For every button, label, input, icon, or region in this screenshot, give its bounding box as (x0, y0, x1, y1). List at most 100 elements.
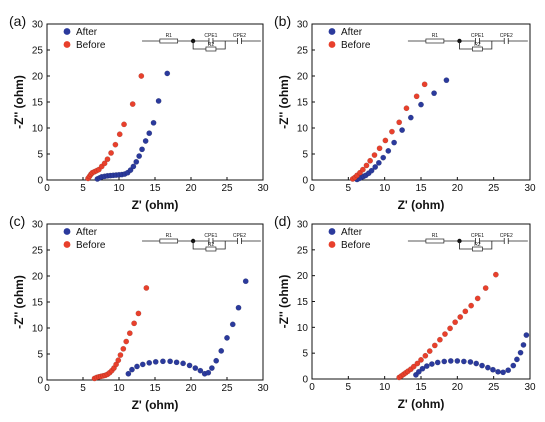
equivalent-circuit: R1 CPE1 CPE2 R2 (142, 33, 261, 52)
x-tick-label: 5 (80, 183, 86, 194)
y-tick-label: 20 (297, 72, 309, 83)
y-tick-label: 15 (32, 298, 44, 309)
y-tick-label: 0 (37, 176, 43, 187)
data-point-before (426, 348, 433, 354)
circuit-wire (215, 41, 226, 50)
data-point-after (192, 365, 199, 371)
y-tick-label: 30 (297, 220, 309, 231)
data-point-before (121, 121, 127, 128)
legend-marker (63, 241, 71, 248)
data-point-after (495, 368, 501, 375)
series-before (349, 81, 428, 182)
y-tick-label: 30 (297, 20, 309, 31)
data-point-after (454, 358, 461, 364)
y-tick-label: 10 (297, 124, 309, 135)
data-point-before (115, 357, 122, 364)
data-point-before (389, 128, 395, 135)
x-axis-label: Z' (ohm) (132, 398, 179, 412)
x-tick-label: 25 (488, 183, 500, 194)
data-point-after (139, 361, 146, 368)
y-tick-label: 15 (32, 98, 44, 109)
circuit-label-r1: R1 (166, 33, 173, 39)
data-point-after (443, 77, 450, 84)
data-point-before (117, 352, 124, 358)
data-point-after (133, 158, 140, 165)
data-point-before (447, 325, 453, 332)
data-point-after (460, 358, 467, 365)
data-point-after (517, 349, 524, 356)
y-tick-label: 20 (32, 72, 44, 83)
x-tick-label: 5 (346, 183, 352, 194)
circuit-wire (192, 41, 206, 50)
data-point-after (391, 139, 398, 146)
data-point-after (380, 154, 387, 161)
series-after (354, 77, 450, 183)
circuit-label-r2: R2 (474, 42, 481, 48)
data-point-after (520, 341, 527, 348)
circuit-label-cpe1: CPE1 (471, 233, 484, 239)
data-point-after (375, 159, 382, 166)
data-point-before (492, 271, 499, 278)
y-tick-label: 10 (32, 324, 44, 335)
data-point-before (396, 119, 403, 126)
circuit-wire (482, 241, 493, 250)
data-point-before (123, 338, 130, 345)
data-point-after (186, 362, 193, 369)
data-point-before (138, 73, 145, 79)
data-point-after (399, 127, 406, 133)
panel-c: 0 5 10 15 20 25 30 0 5 10 15 20 25 30 Z' (ohm) -Z'' (oh… (9, 213, 269, 412)
data-point-after (167, 358, 174, 365)
x-tick-label: 0 (309, 382, 315, 393)
data-point-after (134, 363, 140, 370)
data-point-after (242, 278, 249, 285)
x-tick-label: 25 (488, 382, 500, 393)
equivalent-circuit: R1 CPE1 CPE2 R2 (142, 233, 261, 252)
y-tick-label: 15 (297, 297, 309, 308)
x-tick-label: 15 (415, 183, 427, 194)
x-tick-label: 15 (149, 183, 161, 194)
legend-marker (63, 228, 71, 235)
panel-label: (d) (274, 213, 291, 229)
data-point-before (422, 352, 429, 359)
data-point-before (112, 141, 119, 148)
x-tick-label: 5 (80, 383, 86, 394)
data-point-after (155, 98, 162, 104)
x-tick-label: 30 (257, 383, 269, 394)
resistor-r1 (425, 238, 445, 244)
data-point-before (414, 360, 421, 367)
legend-label: Before (341, 40, 371, 51)
circuit-wire (459, 241, 473, 250)
resistor-r1 (425, 38, 445, 44)
y-axis-label: -Z'' (ohm) (12, 275, 26, 329)
data-point-before (120, 345, 127, 352)
data-point-after (136, 153, 143, 159)
resistor-r1 (159, 38, 179, 44)
series-before (396, 271, 499, 381)
circuit-label-cpe2: CPE2 (500, 233, 513, 239)
data-point-after (434, 359, 441, 366)
data-point-after (419, 365, 426, 372)
data-point-before (462, 308, 469, 315)
data-point-after (180, 360, 186, 367)
y-axis-label: -Z'' (ohm) (12, 75, 26, 129)
legend-label: Before (76, 240, 106, 251)
circuit-label-r1: R1 (166, 233, 173, 239)
panel-d: 0 5 10 15 20 25 30 0 5 10 15 20 25 30 Z' (ohm) -Z'' (oh… (274, 213, 536, 411)
data-point-after (127, 167, 134, 174)
data-point-after (415, 368, 422, 375)
data-point-before (403, 105, 410, 112)
x-tick-label: 0 (309, 183, 315, 194)
circuit-label-cpe1: CPE1 (471, 33, 484, 39)
y-tick-label: 10 (32, 124, 44, 135)
legend-marker (63, 41, 71, 48)
data-point-after (428, 361, 435, 367)
y-tick-label: 5 (302, 150, 308, 161)
data-point-before (468, 302, 475, 309)
data-point-after (500, 369, 507, 376)
data-point-before (421, 81, 428, 88)
data-point-after (218, 347, 225, 354)
data-point-before (108, 150, 114, 156)
x-tick-label: 20 (185, 383, 197, 394)
data-point-before (442, 331, 448, 337)
x-tick-label: 30 (524, 183, 536, 194)
